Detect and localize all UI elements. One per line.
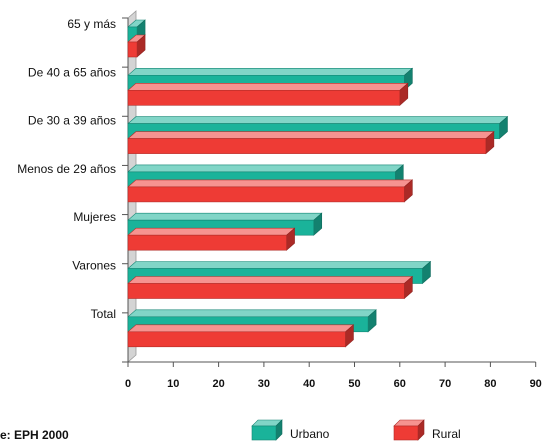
bar-rural [127, 82, 409, 106]
x-tick-label: 30 [258, 378, 270, 390]
legend-label: Rural [432, 427, 461, 441]
bar-urbano-top [127, 164, 405, 173]
bar-rural-top [127, 276, 414, 284]
bar-rural-front [127, 138, 487, 154]
legend-item: Rural [393, 419, 461, 441]
legend-swatch [393, 425, 419, 441]
x-tick-label: 70 [439, 378, 451, 390]
x-tick-label: 40 [303, 378, 315, 390]
bar-rural-top [127, 324, 355, 333]
bar-urbano-top [127, 261, 432, 269]
x-tick-label: 20 [212, 378, 224, 390]
bar-rural [127, 275, 414, 300]
bar-rural [127, 324, 355, 348]
category-label: Total [91, 307, 116, 321]
bar-rural-front [127, 234, 287, 251]
category-label: De 40 a 65 años [28, 65, 116, 79]
category-label: 65 y más [67, 17, 116, 31]
legend-label: Urbano [290, 427, 330, 441]
bar-rural [127, 34, 146, 58]
bar-rural-front [127, 90, 401, 106]
bar-rural-top [127, 227, 296, 236]
x-tick-label: 50 [348, 378, 360, 390]
bar-rural-front [127, 331, 346, 348]
x-tick-label: 0 [125, 378, 131, 390]
bar-rural-front [127, 283, 405, 299]
bar-rural-front [127, 41, 138, 58]
category-label: Mujeres [73, 210, 116, 224]
x-tick-label: 90 [530, 378, 542, 390]
category-label: Menos de 29 años [17, 162, 116, 176]
legend-item: Urbano [251, 419, 330, 441]
legend-swatch [251, 425, 277, 441]
x-tick-label: 80 [484, 378, 496, 390]
bar-rural-top [127, 83, 409, 91]
bars-layer [127, 19, 509, 348]
bar-rural [127, 179, 414, 203]
bar-urbano-top [127, 68, 414, 76]
x-tick-label: 60 [394, 378, 406, 390]
category-label: Varones [72, 259, 116, 273]
bar-rural-front [127, 186, 405, 203]
legend: Urbano Rural [251, 419, 461, 441]
bar-rural-top [127, 131, 495, 139]
x-tick-label: 10 [167, 378, 179, 390]
bar-urbano-top [127, 212, 323, 221]
bar-urbano-top [127, 309, 377, 318]
bar-rural-top [127, 179, 414, 188]
bar-rural [127, 130, 495, 155]
category-label: De 30 a 39 años [28, 114, 116, 128]
source-note: te: EPH 2000 [0, 428, 69, 442]
bar-urbano-top [127, 116, 509, 124]
bar-rural [127, 227, 296, 251]
